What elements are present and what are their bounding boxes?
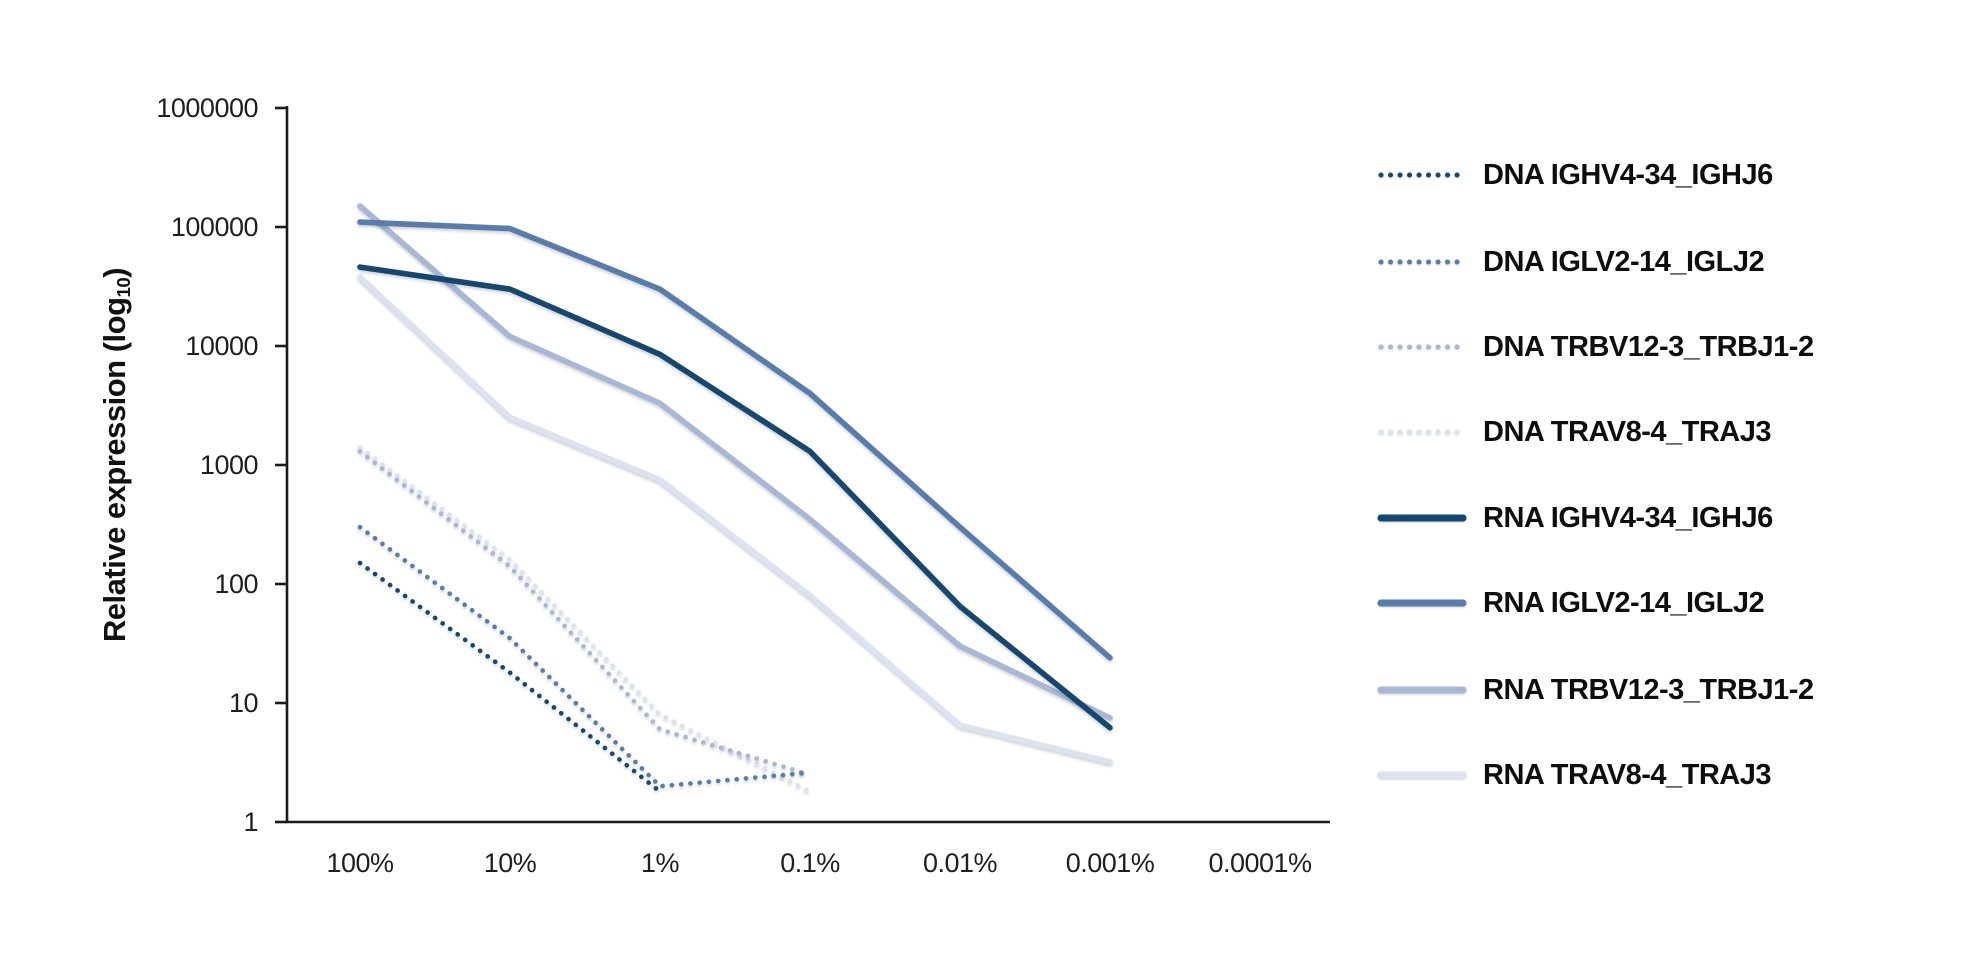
y-tick-label: 1 [243,807,258,837]
legend-item-label: DNA TRBV12-3_TRBJ1-2 [1483,330,1814,363]
legend-item: RNA IGHV4-34_IGHJ6 [1377,498,1773,538]
legend-item-label: DNA IGHV4-34_IGHJ6 [1483,158,1773,191]
legend-item: RNA TRBV12-3_TRBJ1-2 [1377,670,1814,710]
legend-item-label: RNA TRBV12-3_TRBJ1-2 [1483,673,1814,706]
axis-lines [285,106,1330,824]
series-line-dna-trav8-4-traj3 [357,445,813,794]
y-tick-label: 10000 [185,331,258,361]
legend-item-label: DNA IGLV2-14_IGLJ2 [1483,245,1765,278]
legend-swatch-solid-line [1377,771,1467,779]
y-axis-title-subscript: 10 [113,277,135,298]
series-line-rna-ighv4-34-ighj6 [357,264,1113,731]
x-tick-label: 100% [326,848,394,878]
series-line-dna-trbv12-3-trbj1-2 [357,449,813,777]
legend-item: DNA IGHV4-34_IGHJ6 [1377,155,1773,195]
legend-item: DNA TRAV8-4_TRAJ3 [1377,412,1772,452]
y-tick-label: 1000 [199,450,259,480]
x-tick-label: 10% [483,848,537,878]
legend-item-label: DNA TRAV8-4_TRAJ3 [1483,415,1772,448]
legend-swatch-dotted-line [1378,259,1466,265]
legend-swatch-dotted-line [1378,172,1466,178]
legend-swatch-solid-line [1377,599,1467,607]
legend-item: DNA TRBV12-3_TRBJ1-2 [1377,327,1814,367]
x-tick-label: 0.1% [780,848,840,878]
legend-item: RNA IGLV2-14_IGLJ2 [1377,583,1765,623]
legend-swatch-dotted-line [1378,429,1466,435]
y-tick-label: 100000 [170,212,259,242]
legend-item-label: RNA TRAV8-4_TRAJ3 [1483,758,1772,791]
legend-swatch-solid-line [1377,514,1467,522]
x-tick-label: 0.001% [1065,848,1155,878]
x-tick-label: 1% [640,848,680,878]
legend-swatch-solid-line [1377,686,1467,694]
y-axis-title-close: ) [97,267,132,278]
x-tick-label: 0.0001% [1208,848,1312,878]
series-line-rna-trbv12-3-trbj1-2 [357,203,1113,721]
legend-swatch-dotted-line [1378,344,1466,350]
series-line-dna-iglv2-14-iglj2 [357,524,813,789]
y-tick-label: 10 [228,688,259,718]
x-tick-label: 0.01% [922,848,998,878]
legend-item-label: RNA IGHV4-34_IGHJ6 [1483,501,1773,534]
series-line-rna-trav8-4-traj3 [357,274,1113,765]
series-line-rna-iglv2-14-iglj2 [357,219,1113,661]
legend-item-label: RNA IGLV2-14_IGLJ2 [1483,586,1765,619]
y-tick-label: 100 [214,569,258,599]
legend-item: DNA IGLV2-14_IGLJ2 [1377,242,1765,282]
legend-item: RNA TRAV8-4_TRAJ3 [1377,755,1772,795]
y-tick-label: 1000000 [156,93,258,123]
series-line-dna-ighv4-34-ighj6 [357,560,663,794]
